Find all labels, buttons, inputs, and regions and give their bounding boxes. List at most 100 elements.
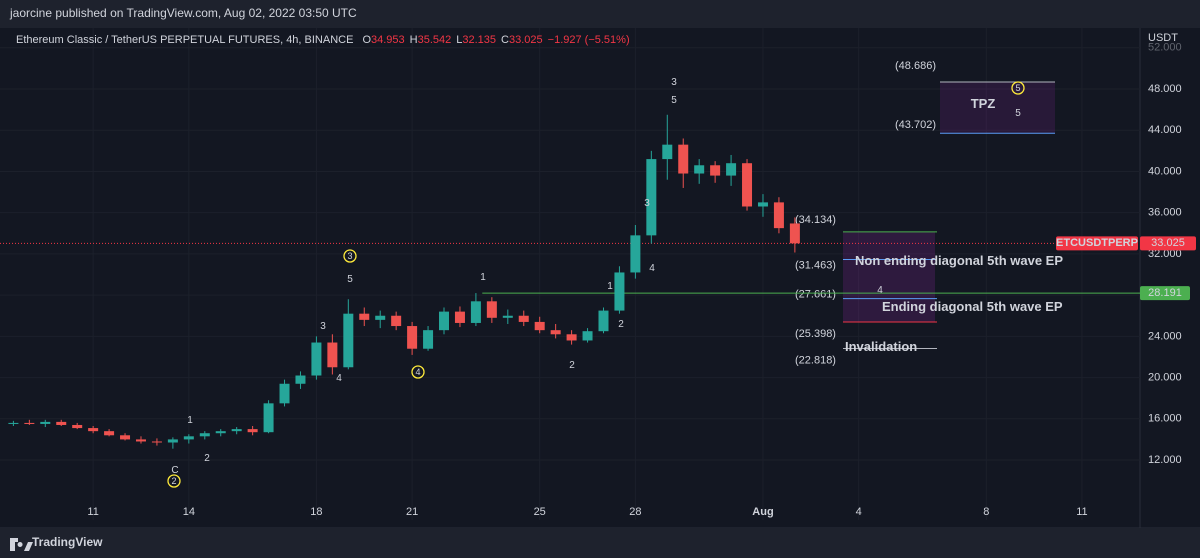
candle-body (534, 321, 545, 331)
level-label: (48.686) (895, 60, 936, 72)
level-label: (43.702) (895, 119, 936, 131)
y-tick-label: 12.000 (1148, 454, 1182, 466)
published: jaorcine published on TradingView.com, A… (9, 6, 357, 20)
candle-body (327, 342, 338, 368)
x-tick-label: 8 (983, 506, 989, 518)
wave-circle (167, 474, 181, 488)
logo-icon (10, 538, 33, 551)
candle-body (614, 272, 625, 311)
candle-body (630, 235, 641, 273)
annotation: 5 (671, 95, 677, 106)
currency: USDT (1148, 32, 1178, 44)
candle-body (439, 311, 450, 331)
candle-body (742, 163, 753, 207)
annotation: C (171, 465, 178, 476)
wave1-badge-label: 28.191 (1148, 287, 1182, 299)
candle-body (550, 330, 561, 335)
wave-circle (343, 249, 357, 263)
symbol-badge (1056, 236, 1138, 251)
ohlc-key: O (362, 34, 371, 46)
candle-body (646, 159, 657, 236)
candle-body (215, 431, 226, 434)
candle-body (375, 315, 386, 320)
x-tick-label: 11 (87, 506, 98, 518)
level-label: (25.398) (795, 328, 836, 340)
candle-body (311, 342, 322, 376)
candle-body (104, 431, 115, 436)
annotation: 5 (1015, 108, 1021, 119)
candle-body (295, 375, 306, 384)
candle-body (279, 383, 290, 404)
candle-body (662, 144, 673, 160)
annotation: 1 (480, 272, 486, 283)
annotation: 4 (336, 373, 342, 384)
candle-body (486, 301, 497, 318)
x-tick-label: 18 (310, 506, 322, 518)
candle-body (151, 441, 162, 443)
candle-body (247, 429, 258, 433)
wave1-badge (1140, 286, 1190, 301)
candle-body (773, 202, 784, 229)
candle-body (454, 311, 465, 323)
ohlc-value: 34.953 (371, 34, 405, 46)
candle-body (263, 403, 274, 433)
ohlc-value: 32.135 (462, 34, 496, 46)
candle-body (343, 313, 354, 368)
annotation: 3 (347, 251, 352, 261)
candle-body (502, 315, 513, 318)
annotation: 3 (671, 77, 677, 88)
candle-body (120, 435, 131, 440)
candle-body (518, 315, 529, 322)
candle-body (582, 331, 593, 341)
y-tick-label: 16.000 (1148, 413, 1182, 425)
candle-body (678, 144, 689, 174)
candle-body (710, 165, 721, 176)
y-tick-label: 32.000 (1148, 248, 1182, 260)
annotation: 4 (877, 285, 883, 296)
annotation: Non ending diagonal 5th wave EP (855, 253, 1063, 268)
candle-body (231, 429, 242, 432)
x-tick-label: 28 (629, 506, 641, 518)
annotation: Invalidation (845, 339, 917, 354)
candle-body (199, 433, 210, 437)
y-tick-label: 24.000 (1148, 330, 1182, 342)
price-badge-label: 33.025 (1151, 237, 1185, 249)
y-tick-label: 44.000 (1148, 124, 1182, 136)
entry-box (843, 231, 935, 322)
annotation: 5 (1015, 83, 1020, 93)
x-tick-label: Aug (752, 506, 773, 518)
annotation: 4 (415, 367, 420, 377)
candle-body (598, 310, 609, 332)
annotation: 1 (187, 415, 193, 426)
candle-body (135, 439, 146, 442)
x-tick-label: 11 (1076, 506, 1087, 518)
candle-body (726, 163, 737, 176)
candle-body (566, 334, 577, 341)
footer-logo: TradingView (32, 535, 103, 549)
y-tick-label: 40.000 (1148, 165, 1182, 177)
candle-body (359, 313, 370, 320)
candle-body (789, 223, 800, 244)
wave-circle (1011, 81, 1025, 95)
ohlc-value: 35.542 (418, 34, 452, 46)
candle-body (183, 436, 194, 440)
candle-body (40, 421, 51, 424)
annotation: 1 (607, 281, 613, 292)
candle-body (423, 330, 434, 349)
level-label: (27.661) (795, 289, 836, 301)
annotation: 2 (569, 360, 575, 371)
annotation: 5 (347, 274, 353, 285)
candle-body (24, 422, 35, 424)
footer-bar (0, 528, 1200, 558)
change: −1.927 (−5.51%) (548, 34, 630, 46)
candle-body (694, 165, 705, 174)
x-tick-label: 4 (856, 506, 862, 518)
candle-body (757, 202, 768, 207)
y-tick-label: 20.000 (1148, 371, 1182, 383)
x-tick-label: 14 (183, 506, 195, 518)
ohlc-key: L (456, 34, 462, 46)
chart-header: Ethereum Classic / TetherUS PERPETUAL FU… (16, 34, 630, 46)
